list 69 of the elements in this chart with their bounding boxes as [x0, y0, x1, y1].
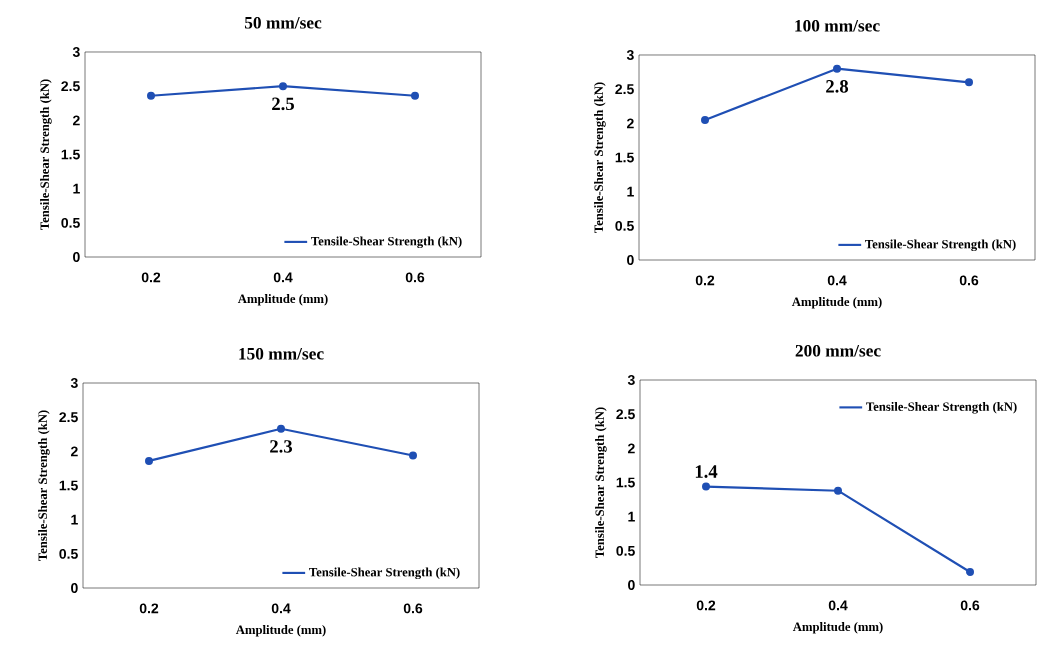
x-tick-label: 0.2	[695, 275, 715, 286]
x-tick-label: 0.6	[959, 275, 979, 286]
y-tick-label: 1	[71, 514, 78, 525]
data-label: 2.5	[272, 97, 294, 111]
y-tick-label: 2.5	[61, 81, 80, 92]
y-tick-label: 2	[627, 443, 635, 454]
x-tick-label: 0.4	[827, 275, 847, 286]
x-tick-label: 0.4	[828, 600, 848, 611]
y-tick-label: 3	[626, 50, 634, 60]
y-tick-label: 0.5	[616, 545, 635, 556]
data-label: 1.4	[695, 465, 718, 478]
x-tick-label: 0.6	[960, 600, 980, 611]
x-tick-label: 0.4	[273, 272, 293, 283]
y-tick-label: 3	[627, 375, 635, 385]
chart-title: 200 mm/sec	[795, 344, 881, 357]
x-axis-title: Amplitude (mm)	[791, 297, 882, 309]
point	[701, 115, 710, 124]
y-tick-label: 2	[626, 118, 634, 129]
y-tick-label: 0	[71, 583, 78, 593]
y-tick-label: 0.5	[615, 220, 634, 231]
point	[965, 78, 974, 87]
y-axis-title: Tensile-Shear Strength (kN)	[40, 79, 52, 230]
chart-title: 100 mm/sec	[795, 19, 880, 32]
y-tick-label: 1.5	[616, 477, 635, 488]
point	[834, 486, 843, 495]
y-tick-label: 1	[627, 186, 634, 197]
y-tick-label: 0	[73, 252, 80, 262]
point	[145, 456, 153, 465]
x-tick-label: 0.6	[403, 603, 423, 614]
data-label: 2.8	[826, 80, 849, 93]
y-tick-label: 1.5	[59, 480, 78, 491]
x-tick-label: 0.2	[139, 603, 159, 614]
y-tick-label: 1	[628, 511, 635, 522]
y-tick-label: 2	[70, 446, 78, 457]
legend-label: Tensile-Shear Strength (kN)	[866, 402, 1017, 414]
legend-label: Tensile-Shear Strength (kN)	[309, 567, 460, 580]
y-tick-label: 1.5	[61, 149, 80, 160]
point	[833, 64, 842, 73]
x-axis-title: Amplitude (mm)	[237, 294, 328, 306]
y-tick-label: 0.5	[59, 548, 78, 559]
y-tick-label: 3	[70, 378, 78, 388]
y-tick-label: 2.5	[59, 412, 78, 423]
y-axis-title: Tensile-Shear Strength (kN)	[38, 410, 50, 561]
y-tick-label: 0	[627, 255, 634, 265]
x-tick-label: 0.2	[141, 272, 161, 283]
point	[702, 482, 711, 491]
legend-label: Tensile-Shear Strength (kN)	[865, 239, 1016, 252]
y-tick-label: 0	[628, 580, 635, 590]
point	[409, 451, 418, 460]
x-tick-label: 0.2	[696, 600, 716, 611]
y-tick-label: 2.5	[616, 409, 635, 420]
y-tick-label: 3	[72, 47, 80, 57]
y-tick-label: 0.5	[61, 217, 80, 228]
x-axis-title: Amplitude (mm)	[235, 625, 326, 637]
data-label: 2.3	[270, 440, 293, 453]
point	[966, 568, 975, 577]
legend-label: Tensile-Shear Strength (kN)	[311, 236, 462, 249]
x-tick-label: 0.4	[271, 603, 291, 614]
y-tick-label: 1	[73, 183, 80, 194]
y-tick-label: 1.5	[615, 152, 634, 163]
x-axis-title: Amplitude (mm)	[792, 622, 883, 634]
y-tick-label: 2	[72, 115, 80, 126]
y-tick-label: 2.5	[615, 84, 634, 95]
point	[277, 424, 286, 433]
y-axis-title: Tensile-Shear Strength (kN)	[594, 82, 606, 233]
x-tick-label: 0.6	[405, 272, 425, 283]
chart-title: 150 mm/sec	[239, 347, 324, 360]
chart-title: 50 mm/sec	[244, 16, 322, 29]
y-axis-title: Tensile-Shear Strength (kN)	[595, 407, 607, 558]
